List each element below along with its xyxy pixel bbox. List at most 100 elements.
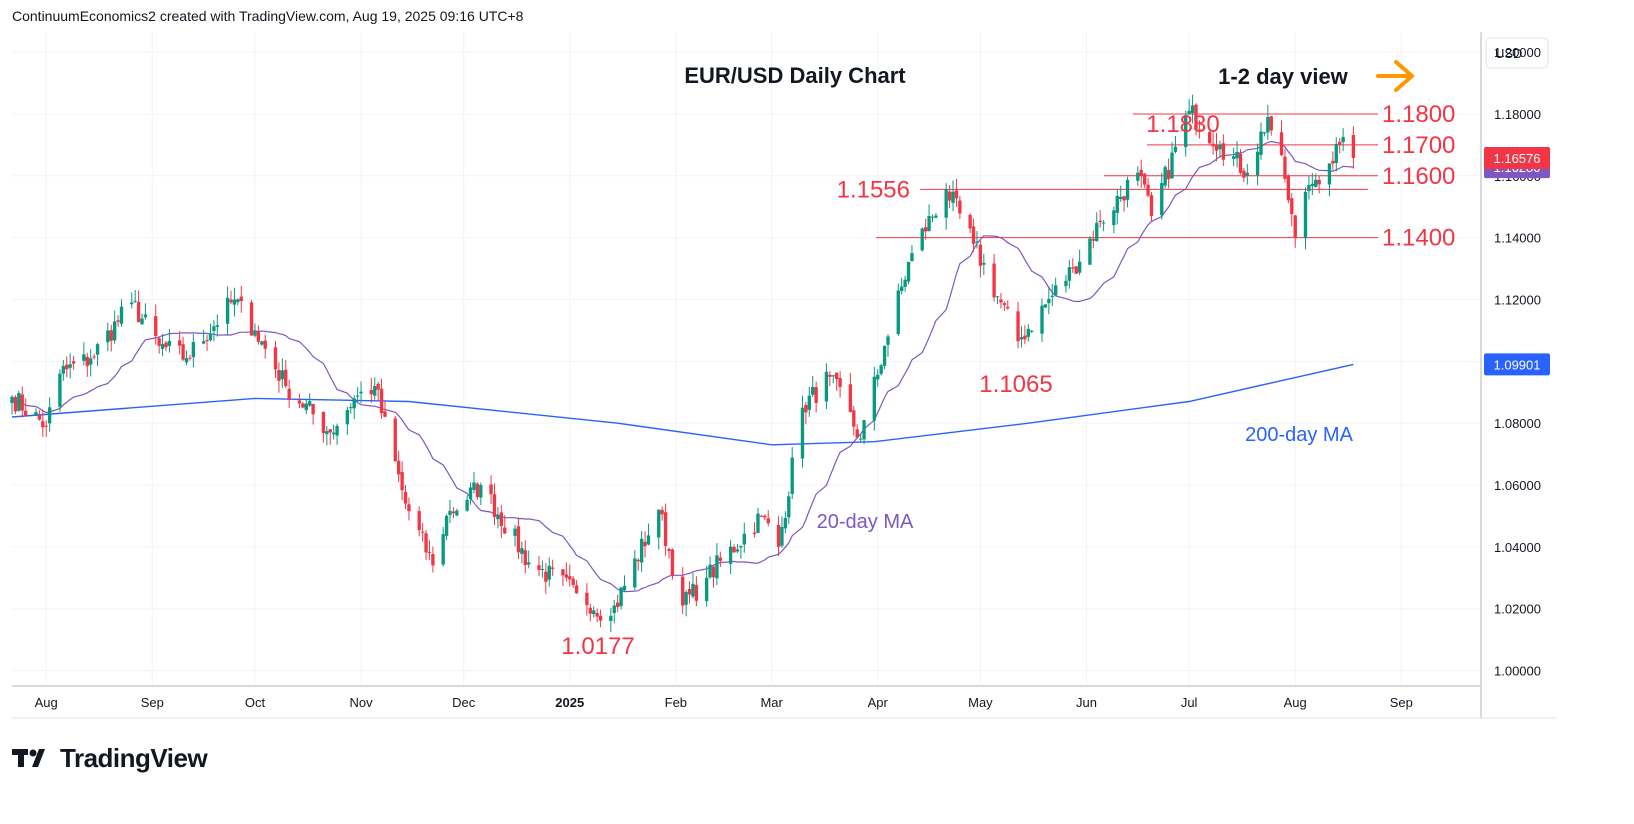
candle [376, 381, 380, 401]
candle-body [1030, 330, 1034, 332]
time-tick-label: Nov [349, 695, 373, 710]
candle-body [1338, 141, 1342, 145]
candle-body [301, 403, 305, 408]
candle-body [106, 330, 110, 343]
low-label-1.0177: 1.0177 [561, 633, 634, 660]
candle-body [828, 374, 832, 377]
candle-body [882, 345, 887, 366]
candle-body [1327, 163, 1332, 185]
candle [616, 594, 620, 612]
candle [253, 323, 257, 338]
candle-body [513, 528, 517, 536]
time-tick-label: Jul [1181, 695, 1198, 710]
candle-body [1194, 104, 1198, 130]
candle [212, 320, 216, 342]
candle-body [308, 401, 312, 406]
candle-body [205, 339, 209, 342]
candlestick-series[interactable] [10, 94, 1356, 633]
candle [1136, 166, 1140, 186]
candle-body [787, 496, 791, 518]
candle-body [1197, 129, 1202, 131]
candle-body [157, 338, 161, 346]
candle-body [256, 331, 261, 342]
candle-body [184, 358, 189, 363]
candle [639, 531, 644, 572]
candle [982, 253, 986, 276]
candle [1067, 259, 1072, 289]
candle [44, 420, 48, 437]
candle-body [636, 559, 640, 562]
candle [835, 372, 839, 391]
price-chart[interactable]: 1.1800 1.1700 1.1600 1.1400 1.1556 1.1830 1.10… [0, 0, 1634, 740]
candle-body [345, 409, 350, 425]
candle-body [660, 509, 664, 515]
candle-body [130, 302, 134, 305]
candle [1149, 192, 1154, 221]
candle-body [1163, 167, 1167, 186]
candle [574, 579, 579, 594]
candle-body [1139, 169, 1143, 177]
candle-body [1331, 160, 1335, 164]
candle [920, 227, 924, 252]
candle-body [1047, 298, 1051, 304]
candle [191, 334, 196, 368]
candle-body [527, 562, 531, 565]
candle-body [1187, 110, 1191, 115]
candle [1050, 283, 1054, 307]
candle-body [1266, 117, 1270, 133]
candle [1101, 219, 1106, 232]
candle-body [65, 364, 69, 370]
tradingview-logo-text: TradingView [60, 742, 208, 773]
ma20-annotation: 20-day MA [817, 511, 914, 533]
candle [1173, 135, 1178, 154]
arrow-head [1394, 60, 1414, 92]
candle [369, 378, 373, 403]
candle [585, 583, 589, 616]
candle [1077, 249, 1082, 276]
candle-body [297, 400, 302, 404]
candle [1047, 286, 1051, 315]
candle-body [1101, 222, 1106, 224]
candle [790, 447, 794, 499]
candle-body [1245, 172, 1249, 176]
candle [828, 371, 832, 387]
candle-body [71, 361, 76, 364]
candle [612, 599, 616, 624]
candle-body [1026, 328, 1030, 337]
candle [1002, 301, 1007, 312]
candle-body [1040, 305, 1044, 334]
candle-body [284, 369, 288, 387]
candle-body [862, 420, 866, 440]
candle-body [331, 432, 336, 435]
candle [732, 544, 736, 554]
candle [225, 286, 230, 335]
candle [1317, 175, 1321, 194]
candle-body [838, 378, 842, 387]
price-axis[interactable]: 1.000001.020001.040001.060001.080001.100… [1480, 0, 1634, 720]
candle-body [923, 227, 928, 232]
candle-body [975, 241, 979, 243]
candle [633, 550, 637, 591]
high-label-1.1830: 1.1830 [1146, 111, 1219, 138]
candle [1163, 164, 1167, 189]
candle-body [1019, 337, 1024, 340]
candle-body [68, 364, 72, 368]
candle [215, 314, 219, 337]
candle-body [547, 565, 551, 580]
candle [236, 298, 240, 306]
chart-title: EUR/USD Daily Chart [684, 63, 906, 88]
candle [1006, 300, 1010, 310]
candle-body [523, 550, 527, 566]
candle-body [215, 325, 219, 327]
candle-body [687, 588, 692, 595]
candle-body [1207, 132, 1212, 144]
ma200-line [11, 363, 1354, 446]
candle-body [335, 425, 339, 436]
candle [201, 329, 206, 345]
candle [910, 244, 914, 262]
candle [879, 363, 883, 376]
candle [1235, 141, 1239, 168]
candle [431, 546, 435, 573]
tradingview-logo[interactable]: TradingView [12, 742, 208, 774]
time-axis[interactable]: Aug Sep Oct Nov Dec 2025 Feb Mar Apr May Jun Jul Aug… [12, 685, 1556, 719]
